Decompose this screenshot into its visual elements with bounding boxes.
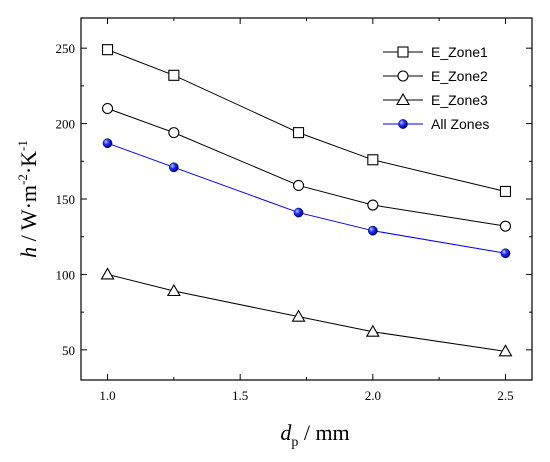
series-3 bbox=[102, 138, 511, 259]
data-point bbox=[166, 283, 181, 297]
y-axis: 50 100 150 200 250 bbox=[56, 41, 532, 358]
data-point bbox=[367, 199, 379, 211]
series-2 bbox=[100, 267, 513, 357]
x-tick-label: 1.5 bbox=[232, 388, 248, 403]
x-tick-label: 2.5 bbox=[497, 388, 513, 403]
data-point bbox=[293, 207, 304, 218]
y-axis-unit: / W·m bbox=[16, 185, 41, 247]
x-axis-unit: / mm bbox=[298, 420, 349, 445]
data-point bbox=[292, 179, 305, 191]
data-point bbox=[498, 344, 513, 357]
series-layer bbox=[100, 44, 513, 357]
y-axis-title: h / W·m-2·K-1 bbox=[15, 140, 41, 258]
x-axis: 1.0 1.5 2.0 2.5 bbox=[99, 18, 514, 403]
data-point bbox=[102, 138, 113, 149]
x-axis-symbol: d bbox=[280, 420, 292, 445]
legend-item: E_Zone3 bbox=[383, 92, 488, 108]
data-point bbox=[367, 154, 379, 166]
data-point bbox=[292, 127, 305, 139]
y-tick-label: 150 bbox=[56, 192, 76, 207]
legend-marker bbox=[396, 92, 410, 106]
series-line bbox=[107, 273, 506, 352]
data-point bbox=[168, 69, 180, 81]
data-point bbox=[367, 225, 378, 236]
legend-label: E_Zone2 bbox=[431, 68, 488, 84]
legend-marker bbox=[398, 119, 408, 129]
y-axis-exp1: -2 bbox=[15, 174, 30, 185]
x-axis-subscript: p bbox=[291, 435, 298, 450]
data-point bbox=[101, 102, 114, 115]
data-point bbox=[499, 185, 512, 198]
data-point bbox=[291, 309, 306, 322]
y-axis-symbol: h bbox=[16, 247, 41, 258]
y-tick-label: 100 bbox=[56, 267, 76, 282]
x-axis-title: dp / mm bbox=[280, 420, 349, 450]
x-tick-label: 1.0 bbox=[99, 388, 115, 403]
y-tick-label: 250 bbox=[56, 41, 76, 56]
legend-label: E_Zone3 bbox=[431, 92, 488, 108]
legend-item: E_Zone1 bbox=[383, 44, 488, 60]
legend: E_Zone1 E_Zone2 E_Zone3 All Zones bbox=[383, 44, 489, 132]
legend-marker bbox=[397, 46, 409, 58]
data-point bbox=[499, 220, 512, 232]
legend-label: E_Zone1 bbox=[431, 44, 488, 60]
data-point bbox=[168, 127, 180, 139]
y-axis-mid: ·K bbox=[16, 151, 41, 174]
data-point bbox=[101, 44, 114, 56]
legend-item: E_Zone2 bbox=[383, 68, 488, 84]
legend-marker bbox=[397, 70, 409, 82]
series-1 bbox=[101, 102, 512, 232]
series-line bbox=[107, 142, 506, 254]
data-point bbox=[169, 162, 179, 173]
y-axis-exp2: -1 bbox=[15, 140, 30, 151]
series-0 bbox=[101, 44, 512, 198]
x-tick-label: 2.0 bbox=[365, 388, 381, 403]
y-tick-label: 50 bbox=[62, 343, 75, 358]
y-tick-label: 200 bbox=[56, 117, 76, 132]
data-point bbox=[500, 248, 511, 259]
data-point bbox=[365, 324, 380, 337]
legend-label: All Zones bbox=[431, 116, 489, 132]
legend-item: All Zones bbox=[383, 116, 489, 132]
data-point bbox=[100, 267, 115, 280]
